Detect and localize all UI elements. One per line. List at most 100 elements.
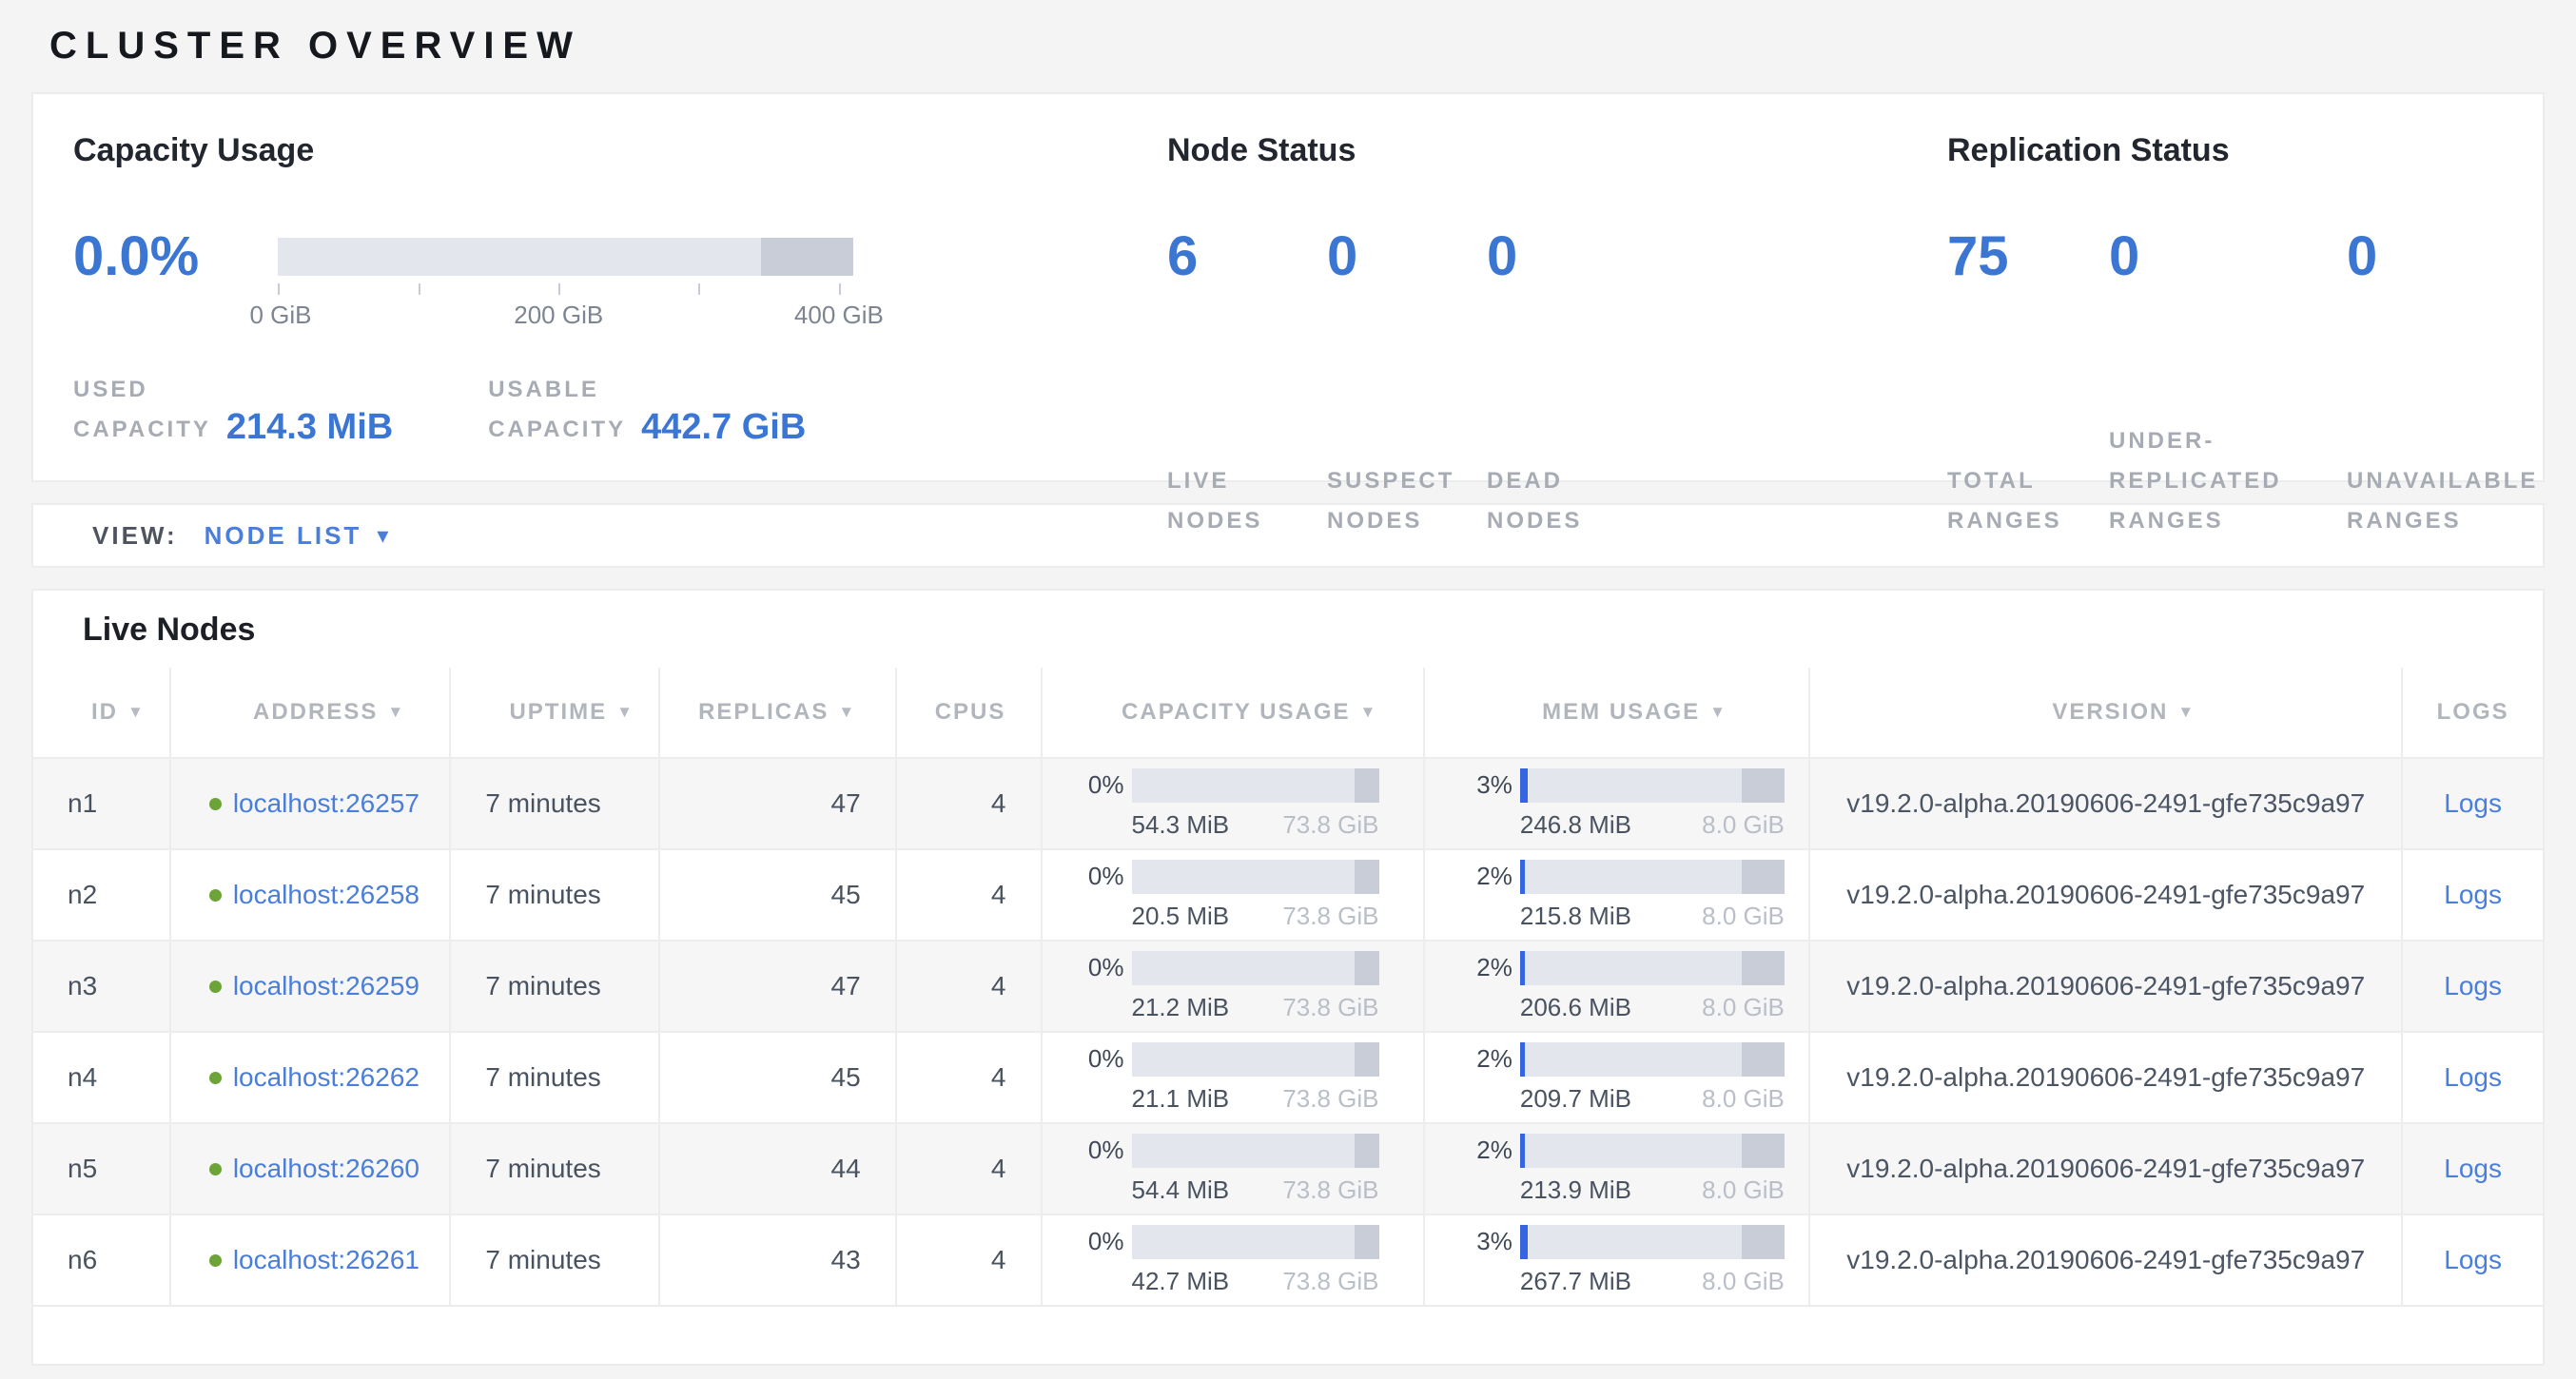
logs-link[interactable]: Logs [2444,880,2502,909]
mem-percent: 3% [1476,1227,1512,1255]
node-id: n2 [68,880,98,909]
logs-link[interactable]: Logs [2444,1062,2502,1092]
stat-label-line: RANGES [2347,508,2462,534]
node-address-link[interactable]: localhost:26257 [232,788,420,818]
sort-arrow-icon: ▼ [127,703,146,721]
capacity-percent: 0% [1087,770,1124,799]
node-uptime: 7 minutes [485,880,601,909]
capacity-used-value: 42.7 MiB [1131,1266,1230,1295]
replication-status-title: Replication Status [1947,132,2230,168]
node-replicas: 44 [830,1154,861,1183]
view-select-dropdown[interactable]: NODE LIST ▾ [205,521,389,551]
sort-arrow-icon: ▼ [387,703,406,721]
node-uptime: 7 minutes [485,1154,601,1183]
column-header-logs: LOGS [2403,668,2543,757]
capacity-bar-reserved-segment [1354,950,1379,985]
node-version: v19.2.0-alpha.20190606-2491-gfe735c9a97 [1846,1154,2366,1183]
column-header-version[interactable]: VERSION ▼ [1810,668,2404,757]
mem-bar-fill [1519,1224,1529,1259]
mem-used-value: 246.8 MiB [1519,809,1631,839]
column-header-cpus: CPUS [897,668,1043,757]
column-label: MEM USAGE [1542,699,1701,725]
mem-bar-reserved-segment [1742,767,1785,803]
mem-used-value: 267.7 MiB [1519,1266,1631,1295]
column-header-id[interactable]: ID ▼ [33,668,171,757]
node-id: n4 [68,1062,98,1092]
table-header-row: ID ▼ ADDRESS ▼ UPTIME ▼ REPLICAS ▼ CPUS … [33,668,2543,757]
live-nodes-stat: 6 LIVE NODES [1167,223,1327,534]
logs-link[interactable]: Logs [2444,788,2502,818]
node-live-dot-icon [208,797,222,810]
node-address-link[interactable]: localhost:26258 [232,880,420,909]
capacity-total-value: 73.8 GiB [1282,1175,1379,1204]
capacity-usage-cell: 0% 54.3 MiB 73.8 GiB [1043,759,1425,848]
mem-usage-cell: 3% 246.8 MiB 8.0 GiB [1425,759,1811,848]
stat-label-line: SUSPECT [1327,468,1455,494]
mem-total-value: 8.0 GiB [1702,809,1785,839]
node-live-dot-icon [208,1162,222,1175]
sort-arrow-icon: ▼ [2177,703,2196,721]
suspect-nodes-value: 0 [1327,225,1358,287]
capacity-bar-reserved-segment [1354,1133,1379,1168]
live-nodes-panel: Live Nodes ID ▼ ADDRESS ▼ UPTIME ▼ REPLI… [31,589,2545,1366]
view-selected-value: NODE LIST [204,520,362,550]
node-uptime: 7 minutes [485,1245,601,1274]
node-uptime: 7 minutes [485,788,601,818]
column-header-capacity-usage[interactable]: CAPACITY USAGE ▼ [1043,668,1425,757]
capacity-bar-reserved-segment [761,238,853,276]
column-label: REPLICAS [698,699,829,725]
logs-link[interactable]: Logs [2444,1245,2502,1274]
under-replicated-ranges-stat: 0 UNDER- REPLICATED RANGES [2109,223,2347,534]
capacity-total-value: 73.8 GiB [1282,992,1379,1021]
sort-arrow-icon: ▼ [1359,703,1378,721]
capacity-used-value: 54.4 MiB [1131,1175,1230,1204]
node-version: v19.2.0-alpha.20190606-2491-gfe735c9a97 [1846,971,2366,1000]
column-header-mem-usage[interactable]: MEM USAGE ▼ [1425,668,1811,757]
node-address-link[interactable]: localhost:26259 [232,971,420,1000]
mem-total-value: 8.0 GiB [1702,992,1785,1021]
mem-bar-fill [1519,950,1526,985]
column-header-address[interactable]: ADDRESS ▼ [171,668,452,757]
sort-arrow-icon: ▼ [1709,703,1727,721]
capacity-bar-reserved-segment [1354,767,1379,803]
mem-bar-reserved-segment [1742,859,1785,894]
node-address-link[interactable]: localhost:26262 [232,1062,420,1092]
dead-nodes-value: 0 [1487,225,1518,287]
mem-usage-cell: 2% 209.7 MiB 8.0 GiB [1425,1033,1811,1122]
view-bar: VIEW: NODE LIST ▾ [31,503,2545,568]
table-row: n4 localhost:26262 7 minutes 45 4 0% 21.… [33,1031,2543,1122]
mem-bar-reserved-segment [1742,1041,1785,1077]
capacity-used-value: 20.5 MiB [1131,901,1230,930]
live-nodes-value: 6 [1167,225,1199,287]
stat-label-line: UNAVAILABLE [2347,468,2539,494]
capacity-usage-cell: 0% 42.7 MiB 73.8 GiB [1043,1215,1425,1305]
under-replicated-ranges-value: 0 [2109,225,2140,287]
mem-usage-cell: 2% 206.6 MiB 8.0 GiB [1425,942,1811,1031]
column-header-uptime[interactable]: UPTIME ▼ [451,668,661,757]
stat-label-line: RANGES [1947,508,2062,534]
used-capacity-stat: USED CAPACITY 214.3 MiB [73,330,393,450]
sort-arrow-icon: ▼ [616,703,634,721]
node-status-title: Node Status [1167,132,1356,168]
table-row: n5 localhost:26260 7 minutes 44 4 0% 54.… [33,1122,2543,1214]
capacity-percent: 0% [1087,1044,1124,1073]
node-live-dot-icon [208,1071,222,1084]
node-address-link[interactable]: localhost:26261 [232,1245,420,1274]
mem-used-value: 213.9 MiB [1519,1175,1631,1204]
logs-link[interactable]: Logs [2444,971,2502,1000]
logs-link[interactable]: Logs [2444,1154,2502,1183]
mem-used-value: 206.6 MiB [1519,992,1631,1021]
node-address-link[interactable]: localhost:26260 [232,1154,420,1183]
mem-total-value: 8.0 GiB [1702,1083,1785,1113]
capacity-usage-title: Capacity Usage [73,132,315,168]
mem-total-value: 8.0 GiB [1702,1175,1785,1204]
capacity-percent: 0% [1087,1136,1124,1164]
node-id: n1 [68,788,98,818]
used-capacity-value: 214.3 MiB [225,407,394,447]
sort-arrow-icon: ▼ [838,703,857,721]
column-header-replicas[interactable]: REPLICAS ▼ [660,668,897,757]
stat-label-line: REPLICATED [2109,468,2282,494]
suspect-nodes-stat: 0 SUSPECT NODES [1327,223,1487,534]
capacity-used-value: 21.1 MiB [1131,1083,1230,1113]
capacity-axis-ticks [278,283,853,297]
